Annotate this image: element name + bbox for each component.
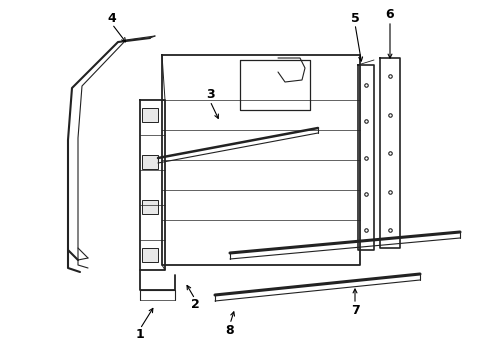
Bar [142,108,158,122]
Text: 5: 5 [351,12,359,24]
Text: 6: 6 [386,9,394,22]
Bar [142,248,158,262]
Text: 1: 1 [136,328,145,342]
Text: 2: 2 [191,298,199,311]
Text: 7: 7 [351,303,359,316]
Text: 8: 8 [226,324,234,337]
Text: 3: 3 [206,89,214,102]
Bar [142,155,158,169]
Text: 4: 4 [108,12,117,24]
Bar [142,200,158,214]
